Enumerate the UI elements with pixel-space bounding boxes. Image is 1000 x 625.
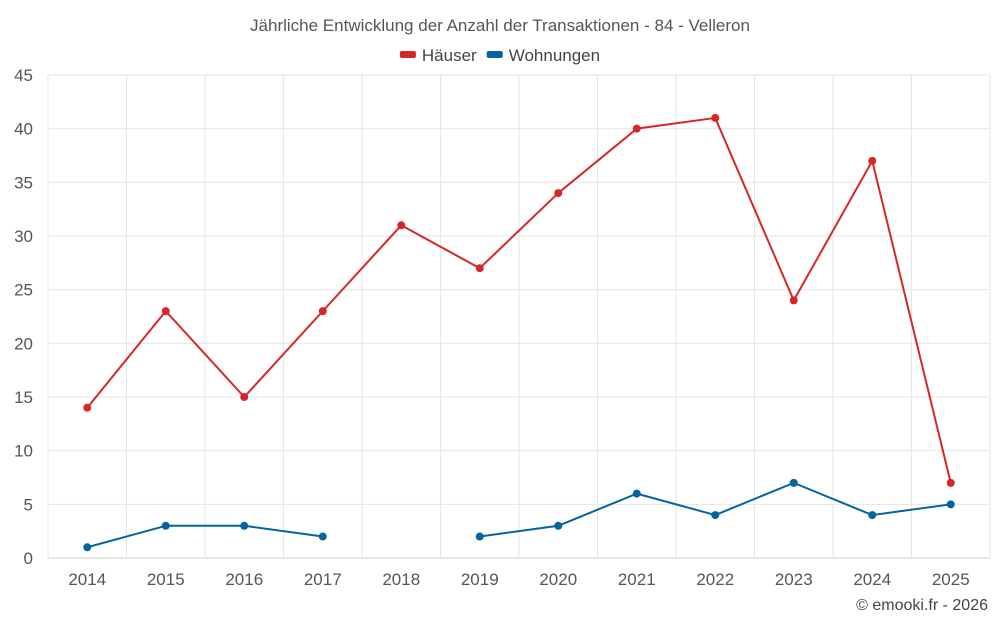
x-axis-ticks: 2014 2015 2016 2017 2018 2019 2020 2021 2022 2023…: [68, 570, 969, 589]
x-tick-label: 2022: [696, 570, 734, 589]
legend-label: Häuser: [422, 46, 477, 65]
data-point[interactable]: [240, 521, 249, 530]
y-tick-label: 15: [14, 388, 33, 407]
legend-swatch: [399, 51, 416, 58]
legend-item-häuser[interactable]: Häuser: [399, 46, 477, 65]
data-point[interactable]: [868, 511, 877, 520]
data-point[interactable]: [554, 189, 563, 198]
x-tick-label: 2024: [853, 570, 891, 589]
x-tick-label: 2017: [304, 570, 342, 589]
y-tick-label: 20: [14, 334, 33, 353]
x-tick-label: 2021: [618, 570, 656, 589]
legend-swatch: [486, 51, 503, 58]
y-tick-label: 10: [14, 442, 33, 461]
series-line: [479, 481, 951, 538]
data-point[interactable]: [161, 521, 170, 530]
legend: Häuser Wohnungen: [399, 46, 600, 65]
grid-lines: [47, 74, 991, 559]
chart-title: Jährliche Entwicklung der Anzahl der Tra…: [250, 16, 750, 35]
series-wohnungen: [83, 478, 955, 552]
data-point[interactable]: [632, 124, 641, 133]
data-point[interactable]: [318, 532, 327, 541]
x-tick-label: 2019: [461, 570, 499, 589]
y-tick-label: 45: [14, 66, 33, 85]
data-point[interactable]: [554, 521, 563, 530]
x-tick-label: 2016: [225, 570, 263, 589]
credit-text: © emooki.fr - 2026: [856, 597, 988, 614]
y-axis-ticks: 0 5 10 15 20 25 30 35 40 45: [14, 66, 33, 568]
data-point[interactable]: [946, 500, 955, 509]
series-line: [86, 116, 952, 484]
y-tick-label: 40: [14, 120, 33, 139]
data-point[interactable]: [632, 489, 641, 498]
data-point[interactable]: [789, 478, 798, 487]
data-point[interactable]: [868, 156, 877, 165]
data-point[interactable]: [240, 393, 249, 401]
data-point[interactable]: [946, 478, 955, 487]
legend-item-wohnungen[interactable]: Wohnungen: [486, 46, 600, 65]
series-layer: [83, 113, 955, 552]
y-tick-label: 0: [24, 549, 33, 568]
data-point[interactable]: [711, 511, 720, 520]
x-tick-label: 2020: [539, 570, 577, 589]
series-line: [86, 524, 323, 549]
data-point[interactable]: [161, 307, 170, 316]
data-point[interactable]: [318, 307, 327, 316]
data-point[interactable]: [83, 403, 92, 412]
y-tick-label: 5: [24, 495, 33, 514]
y-tick-label: 30: [14, 227, 33, 246]
x-tick-label: 2014: [68, 570, 106, 589]
data-point[interactable]: [83, 543, 92, 552]
data-point[interactable]: [789, 296, 798, 305]
data-point[interactable]: [475, 532, 484, 541]
data-point[interactable]: [711, 113, 720, 122]
data-point[interactable]: [397, 221, 406, 230]
x-tick-label: 2023: [775, 570, 813, 589]
x-tick-label: 2025: [932, 570, 970, 589]
x-tick-label: 2015: [147, 570, 185, 589]
legend-label: Wohnungen: [509, 46, 600, 65]
y-tick-label: 25: [14, 281, 33, 300]
data-point[interactable]: [475, 264, 484, 273]
x-tick-label: 2018: [382, 570, 420, 589]
y-tick-label: 35: [14, 173, 33, 192]
series-häuser: [83, 113, 955, 487]
